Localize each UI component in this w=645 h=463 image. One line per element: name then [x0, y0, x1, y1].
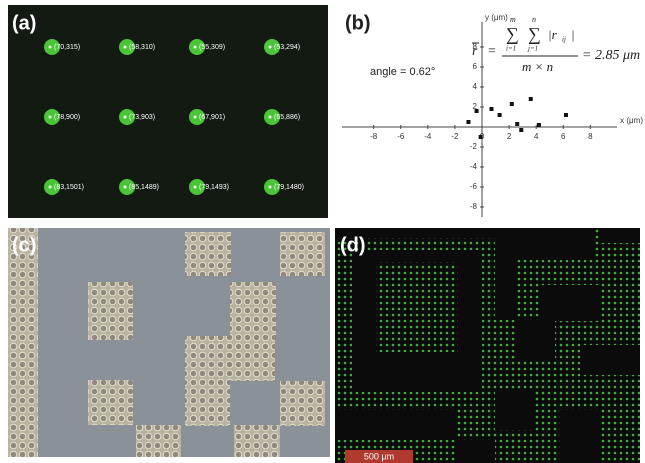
spot-center — [49, 116, 52, 119]
data-point — [529, 97, 533, 101]
x-tick-label: -8 — [370, 132, 378, 141]
formula-term: |r — [548, 27, 558, 42]
well-block — [185, 381, 230, 426]
dark-region — [352, 250, 482, 262]
formula-denominator: m × n — [522, 59, 553, 74]
x-tick-label: 6 — [561, 132, 566, 141]
dark-region — [458, 262, 482, 352]
spot-label: (79,1480) — [274, 184, 304, 191]
spot-center — [194, 186, 197, 189]
annotation: angle = 0.62° — [370, 66, 435, 78]
formula-sigma: ∑ — [528, 24, 541, 44]
well-block — [88, 380, 133, 425]
well-block — [88, 282, 133, 340]
data-point — [489, 107, 493, 111]
formula-sum-bottom: j=1 — [527, 45, 538, 53]
spot-label: (79,1493) — [199, 184, 229, 191]
data-point — [519, 128, 523, 132]
dark-region — [600, 228, 640, 243]
spot-label: (70,315) — [54, 44, 80, 51]
dark-region — [352, 352, 482, 392]
well-block — [234, 425, 280, 457]
spot-label: (58,310) — [129, 44, 155, 51]
spot-center — [49, 186, 52, 189]
dark-region — [455, 440, 495, 463]
spot-center — [194, 116, 197, 119]
spot-label: (65,886) — [274, 114, 300, 121]
data-point — [475, 109, 479, 113]
data-point — [564, 113, 568, 117]
spot-center — [124, 116, 127, 119]
well-block — [280, 381, 325, 426]
spot-label: (67,901) — [199, 114, 225, 121]
dark-region — [495, 260, 515, 320]
panel-label: (c) — [12, 234, 36, 256]
well-block — [185, 336, 275, 381]
well-block — [185, 232, 231, 276]
scale-bar-label: 500 μm — [364, 451, 394, 461]
spot-label: (53,294) — [274, 44, 300, 51]
dark-region — [335, 410, 455, 440]
formula-sigma: ∑ — [506, 24, 519, 44]
dark-region — [495, 390, 535, 430]
dark-region — [560, 410, 600, 463]
formula-sum-top: n — [532, 15, 536, 24]
data-point — [498, 113, 502, 117]
spot-center — [269, 116, 272, 119]
spot-label: (85,1489) — [129, 184, 159, 191]
panel-label: (a) — [12, 12, 36, 34]
panel-label: (b) — [345, 12, 371, 34]
spot-center — [194, 46, 197, 49]
y-tick-label: -8 — [470, 202, 478, 211]
dark-region — [540, 285, 600, 321]
formula-term-sub: ij — [562, 36, 566, 44]
figure: (70,315) (58,310) (55,309) (53,294) (78,900)… — [0, 0, 645, 463]
y-tick-label: -4 — [470, 162, 478, 171]
y-tick-label: -2 — [470, 142, 478, 151]
data-point — [510, 102, 514, 106]
dark-region — [515, 320, 555, 360]
y-tick-label: 6 — [473, 62, 478, 71]
well-block — [136, 425, 181, 457]
spot-center — [269, 46, 272, 49]
x-tick-label: 8 — [588, 132, 593, 141]
dark-region — [495, 228, 595, 260]
x-tick-label: 2 — [507, 132, 512, 141]
data-point — [515, 122, 519, 126]
data-point — [466, 120, 470, 124]
well-block — [8, 228, 38, 457]
spot-label: (55,309) — [199, 44, 225, 51]
spot-center — [49, 46, 52, 49]
spot-center — [124, 186, 127, 189]
x-axis-label: x (μm) — [620, 116, 643, 125]
panel-label: (d) — [340, 234, 366, 256]
spot-center — [269, 186, 272, 189]
well-block — [230, 282, 276, 340]
data-point — [479, 135, 483, 139]
spot-center — [124, 46, 127, 49]
formula-lhs: r — [472, 44, 478, 59]
formula-result: = 2.85 μm — [582, 48, 640, 63]
y-tick-label: 4 — [473, 82, 478, 91]
formula-sum-bottom: i=1 — [506, 45, 516, 53]
spot-label: (78,900) — [54, 114, 80, 121]
x-tick-label: -6 — [397, 132, 405, 141]
x-tick-label: -2 — [451, 132, 459, 141]
formula-term-end: | — [571, 27, 575, 42]
dark-region — [352, 262, 376, 352]
spot-label: (73,903) — [129, 114, 155, 121]
formula-equals: = — [488, 44, 496, 59]
y-axis-label: y (μm) — [485, 13, 508, 22]
well-block — [280, 232, 325, 276]
dark-region — [580, 345, 640, 375]
data-point — [537, 123, 541, 127]
y-tick-label: -6 — [470, 182, 478, 191]
x-tick-label: 4 — [534, 132, 539, 141]
spot-label: (83,1501) — [54, 184, 84, 191]
formula-sum-top: m — [510, 15, 516, 24]
x-tick-label: -4 — [424, 132, 432, 141]
